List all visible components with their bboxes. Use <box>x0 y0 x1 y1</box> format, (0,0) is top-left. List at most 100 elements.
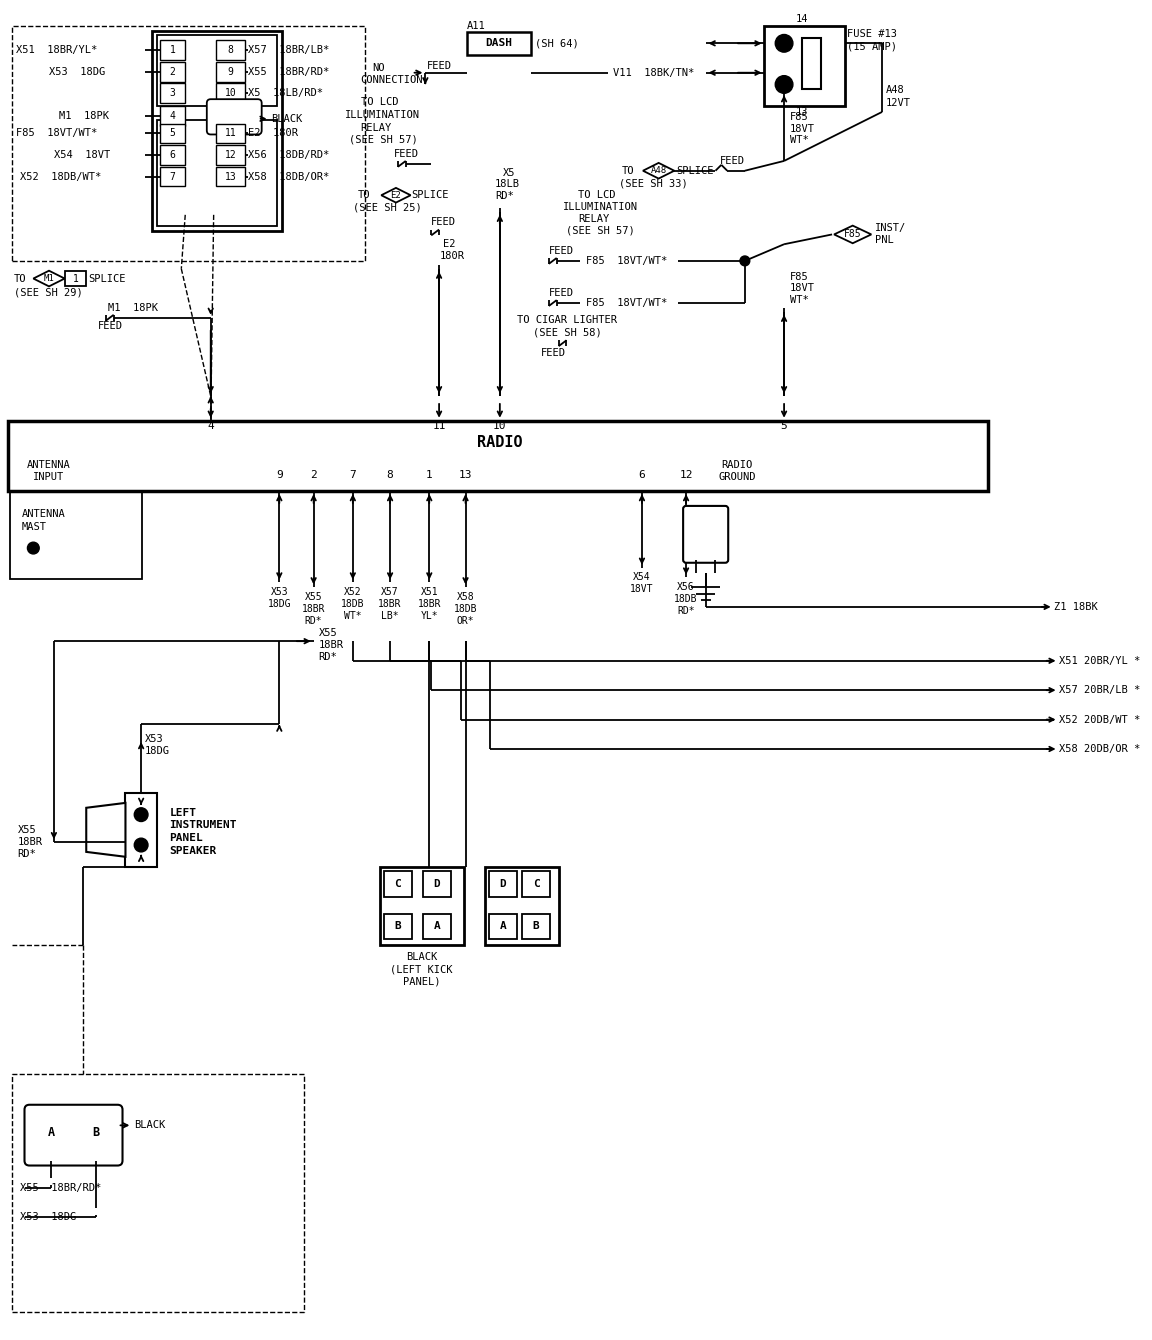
Text: FEED: FEED <box>98 320 123 331</box>
Bar <box>485 867 559 945</box>
Text: F85: F85 <box>790 272 809 281</box>
Text: (SEE SH 25): (SEE SH 25) <box>353 202 422 213</box>
Text: X56  18DB/RD*: X56 18DB/RD* <box>248 150 329 159</box>
Text: 13: 13 <box>225 172 236 182</box>
Text: SPLICE: SPLICE <box>89 273 126 284</box>
Text: F85  18VT/WT*: F85 18VT/WT* <box>16 129 97 138</box>
Bar <box>215 62 245 82</box>
Text: RD*: RD* <box>305 615 323 626</box>
Text: M1: M1 <box>44 275 54 283</box>
Text: 9: 9 <box>276 469 282 480</box>
Text: RADIO: RADIO <box>477 434 523 450</box>
Text: 4: 4 <box>207 421 214 430</box>
Bar <box>8 421 988 492</box>
Text: X55: X55 <box>319 628 338 638</box>
Text: X53  18DG: X53 18DG <box>50 67 105 76</box>
Polygon shape <box>86 803 126 856</box>
Bar <box>160 40 185 60</box>
Text: X5  18LB/RD*: X5 18LB/RD* <box>248 88 323 98</box>
Bar <box>215 145 245 165</box>
Text: WT*: WT* <box>344 611 362 620</box>
Text: 18DB: 18DB <box>674 594 698 604</box>
Text: ANTENNA: ANTENNA <box>22 509 66 519</box>
Polygon shape <box>643 163 674 178</box>
Text: 18VT: 18VT <box>790 123 814 134</box>
Text: A: A <box>434 922 440 931</box>
Text: M1  18PK: M1 18PK <box>108 303 158 314</box>
Text: DASH: DASH <box>485 39 513 48</box>
Bar <box>490 871 516 896</box>
Text: TO LCD: TO LCD <box>578 190 616 200</box>
Text: BLACK: BLACK <box>406 951 437 962</box>
Text: FEED: FEED <box>431 217 456 226</box>
Polygon shape <box>33 271 65 287</box>
Text: 11: 11 <box>432 421 446 430</box>
Polygon shape <box>834 225 871 244</box>
Text: F85  18VT/WT*: F85 18VT/WT* <box>586 256 667 265</box>
Text: FUSE #13: FUSE #13 <box>847 28 896 39</box>
Circle shape <box>135 808 147 821</box>
Bar <box>522 914 550 939</box>
Text: SPLICE: SPLICE <box>676 166 714 176</box>
Bar <box>152 31 282 232</box>
Polygon shape <box>381 188 410 202</box>
Text: X51 20BR/YL *: X51 20BR/YL * <box>1059 655 1139 666</box>
Bar <box>12 25 364 261</box>
Text: X55  18BR/RD*: X55 18BR/RD* <box>248 67 329 76</box>
Text: X58  18DB/OR*: X58 18DB/OR* <box>248 172 329 182</box>
Text: (SH 64): (SH 64) <box>536 39 579 48</box>
Bar <box>160 145 185 165</box>
Text: 1: 1 <box>169 46 175 55</box>
Text: PNL: PNL <box>876 236 894 245</box>
Text: 18LB: 18LB <box>495 180 520 189</box>
Text: E2: E2 <box>391 190 401 200</box>
Bar <box>215 83 245 103</box>
Text: X51  18BR/YL*: X51 18BR/YL* <box>16 46 97 55</box>
Text: (LEFT KICK: (LEFT KICK <box>391 965 453 974</box>
Text: INST/: INST/ <box>876 222 907 233</box>
Text: FEED: FEED <box>548 247 574 256</box>
Text: OR*: OR* <box>456 615 475 626</box>
Text: (SEE SH 58): (SEE SH 58) <box>533 327 602 338</box>
Text: 18BR: 18BR <box>378 599 402 608</box>
Text: 18BR: 18BR <box>17 838 43 847</box>
Text: FEED: FEED <box>394 149 419 159</box>
Text: 7: 7 <box>349 469 356 480</box>
Text: X54: X54 <box>634 572 651 583</box>
Text: 8: 8 <box>387 469 394 480</box>
Bar <box>215 166 245 186</box>
Text: D: D <box>500 879 506 890</box>
FancyBboxPatch shape <box>24 1104 122 1166</box>
Text: 18VT: 18VT <box>630 584 653 594</box>
Text: 9: 9 <box>227 67 233 76</box>
Text: C: C <box>532 879 539 890</box>
Circle shape <box>775 35 793 52</box>
Text: B: B <box>92 1126 99 1139</box>
Bar <box>215 40 245 60</box>
Text: 13: 13 <box>458 469 472 480</box>
Text: (SEE SH 33): (SEE SH 33) <box>620 178 688 189</box>
Text: X5: X5 <box>502 168 515 178</box>
Text: TO: TO <box>358 190 370 200</box>
Text: 13: 13 <box>796 107 808 117</box>
Text: 12: 12 <box>225 150 236 159</box>
Bar <box>160 62 185 82</box>
Text: ILLUMINATION: ILLUMINATION <box>344 110 420 119</box>
Text: NO: NO <box>372 63 385 72</box>
Text: X52 20DB/WT *: X52 20DB/WT * <box>1059 714 1139 725</box>
Bar <box>424 871 450 896</box>
Text: PANEL): PANEL) <box>403 977 440 986</box>
Circle shape <box>135 839 147 852</box>
Text: FEED: FEED <box>427 60 453 71</box>
Text: E2: E2 <box>444 240 455 249</box>
Text: CONNECTION: CONNECTION <box>361 75 423 84</box>
Text: WT*: WT* <box>790 295 809 306</box>
Text: X58: X58 <box>456 592 475 602</box>
Bar <box>157 119 278 225</box>
Text: 180R: 180R <box>440 251 465 261</box>
Text: X51: X51 <box>420 587 438 598</box>
Text: A48: A48 <box>651 166 667 176</box>
Text: M1  18PK: M1 18PK <box>59 111 108 121</box>
FancyBboxPatch shape <box>683 507 728 563</box>
Bar <box>10 492 142 579</box>
